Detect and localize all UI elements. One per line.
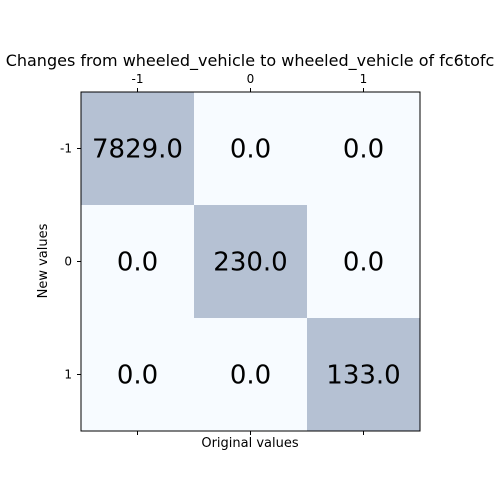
heatmap-cell-r0-c0: [81, 92, 194, 205]
cell-value-label-r2-c1: 0.0: [230, 361, 271, 391]
cell-value-label-r0-c1: 0.0: [230, 135, 271, 165]
heatmap-cell-r0-c1: [194, 92, 307, 205]
axis-ticks: -1 0 1 -1 0 1: [60, 72, 367, 435]
plot-frame: [80, 91, 421, 432]
heatmap-cell-r2-c2: [307, 318, 420, 431]
heatmap-cells: 7829.0 0.0 0.0 0.0 230.0 0.0 0.0 0.0 133.0: [81, 92, 420, 431]
y-axis-label: New values: [36, 223, 51, 298]
heatmap-cell-r0-c2: [307, 92, 420, 205]
y-tick-label-0: -1: [60, 142, 72, 156]
cell-value-label-r1-c1: 230.0: [213, 248, 287, 278]
heatmap-cell-r2-c1: [194, 318, 307, 431]
y-tick-label-1: 0: [64, 255, 72, 269]
cell-value-label-r1-c2: 0.0: [343, 248, 384, 278]
x-tick-label-1: 0: [247, 72, 255, 86]
cell-value-label-r1-c0: 0.0: [117, 248, 158, 278]
cell-value-label-r0-c0: 7829.0: [92, 135, 183, 165]
chart-title: Changes from wheeled_vehicle to wheeled_…: [6, 51, 495, 71]
cell-value-label-r2-c0: 0.0: [117, 361, 158, 391]
x-tick-label-0: -1: [132, 72, 144, 86]
cell-value-label-r0-c2: 0.0: [343, 135, 384, 165]
heatmap-cell-r1-c1: [194, 205, 307, 318]
x-axis-label: Original values: [201, 436, 299, 451]
heatmap-cell-r2-c0: [81, 318, 194, 431]
y-tick-label-2: 1: [64, 368, 72, 382]
heatmap-cell-r1-c2: [307, 205, 420, 318]
cell-value-label-r2-c2: 133.0: [326, 361, 400, 391]
heatmap-cell-r1-c0: [81, 205, 194, 318]
x-tick-label-2: 1: [360, 72, 368, 86]
